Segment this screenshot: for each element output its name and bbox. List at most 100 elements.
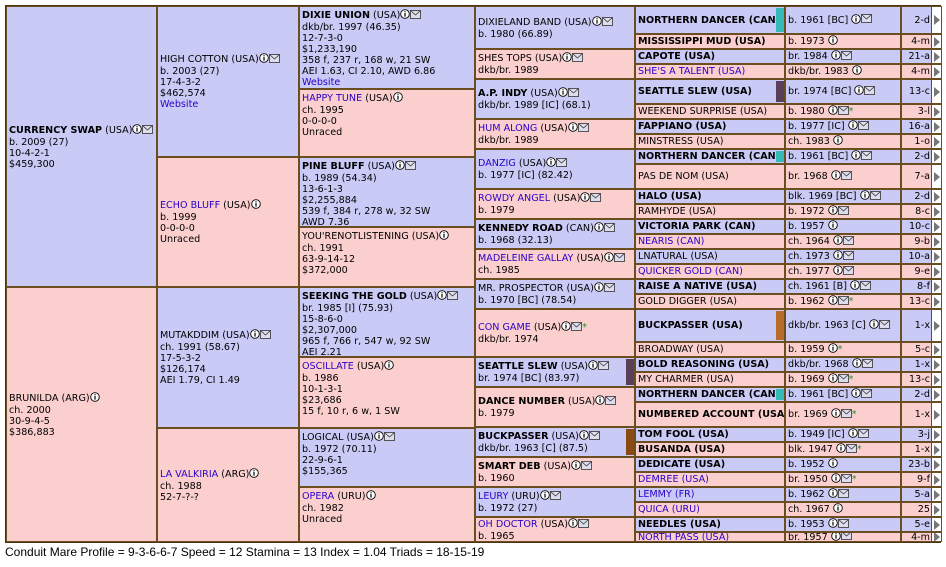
horse-cell[interactable]: GOLD DIGGER (USA) [635,294,785,309]
expand-arrow-icon[interactable] [931,373,941,386]
expand-arrow-icon[interactable] [931,220,941,233]
info-icon[interactable] [827,343,838,356]
info-icon[interactable] [847,120,858,133]
expand-arrow-icon[interactable] [931,428,941,441]
expand-arrow-icon[interactable] [931,80,941,103]
info-icon[interactable] [604,252,614,265]
horse-name[interactable]: MINSTRESS (USA) [638,136,724,147]
horse-name[interactable]: QUICA (URU) [638,504,700,515]
horse-name[interactable]: BUCKPASSER [478,431,549,442]
horse-cell[interactable]: MY CHARMER (USA) [635,372,785,387]
horse-name[interactable]: A.P. INDY [478,88,528,99]
horse-name[interactable]: LEURY [478,491,509,502]
horse-name[interactable]: LOGICAL [302,432,344,443]
info-icon[interactable] [859,190,870,203]
info-icon[interactable] [561,321,571,334]
horse-cell[interactable]: SEATTLE SLEW (USA) [635,79,785,104]
horse-name[interactable]: ROWDY ANGEL [478,193,551,204]
mail-icon[interactable] [837,295,849,308]
info-icon[interactable] [850,280,860,293]
horse-cell[interactable]: BRUNILDA (ARG) ch. 2000 30-9-4-5 $386,883 [6,287,157,542]
info-icon[interactable] [568,518,578,531]
mail-icon[interactable] [837,488,849,501]
mail-icon[interactable] [603,283,615,295]
mail-icon[interactable] [860,280,871,293]
expand-arrow-icon[interactable] [931,105,941,118]
mail-icon[interactable] [405,161,416,173]
mail-icon[interactable] [869,190,881,203]
horse-cell[interactable]: SEEKING THE GOLD (USA) br. 1985 [I] (75.9… [299,287,475,357]
info-icon[interactable] [851,13,862,27]
horse-cell[interactable]: OH DOCTOR (USA) b. 1965 [475,517,635,542]
info-icon[interactable] [827,295,838,308]
info-icon[interactable] [539,490,550,503]
horse-cell[interactable]: NORTHERN DANCER (CAN) [635,387,785,402]
expand-arrow-icon[interactable] [931,295,941,308]
horse-cell[interactable]: BROADWAY (USA) [635,342,785,357]
horse-cell[interactable]: MR. PROSPECTOR (USA) b. 1970 [BC] (78.54) [475,279,635,309]
horse-name[interactable]: NORTHERN DANCER (CAN) [638,389,781,400]
horse-name[interactable]: NORTHERN DANCER (CAN) [638,14,781,26]
mail-icon[interactable] [840,533,852,541]
expand-arrow-icon[interactable] [931,343,941,356]
horse-name[interactable]: HALO (USA) [638,191,702,202]
info-icon[interactable] [591,15,602,29]
mail-icon[interactable] [590,193,602,205]
horse-name[interactable]: SEATTLE SLEW (USA) [638,86,752,97]
horse-cell[interactable]: BUSANDA (USA) [635,442,785,457]
horse-name[interactable]: HAPPY TUNE [302,93,363,104]
mail-icon[interactable] [843,250,854,263]
horse-name[interactable]: CAPOTE (USA) [638,51,715,62]
info-icon[interactable] [827,105,838,118]
horse-name[interactable]: NUMBERED ACCOUNT (USA) [638,409,785,420]
horse-cell[interactable]: HALO (USA) [635,189,785,204]
info-icon[interactable] [594,282,604,295]
mail-icon[interactable] [581,461,592,473]
horse-name[interactable]: KENNEDY ROAD [478,223,563,234]
info-icon[interactable] [249,467,260,481]
horse-name[interactable]: RAISE A NATIVE (USA) [638,281,757,292]
info-icon[interactable] [833,265,843,278]
horse-name[interactable]: NEEDLES (USA) [638,519,721,530]
info-icon[interactable] [833,503,843,516]
expand-arrow-icon[interactable] [931,443,941,456]
horse-cell[interactable]: DEDICATE (USA) [635,457,785,472]
info-icon[interactable] [833,135,843,148]
info-icon[interactable] [830,170,841,183]
horse-cell[interactable]: SHES TOPS (USA) dkb/br. 1989 [475,49,635,79]
expand-arrow-icon[interactable] [931,533,941,541]
mail-icon[interactable] [840,473,852,486]
horse-cell[interactable]: NUMBERED ACCOUNT (USA) [635,402,785,427]
info-icon[interactable] [250,199,261,212]
website-link[interactable]: Website [302,77,341,88]
info-icon[interactable] [827,488,838,501]
horse-cell[interactable]: MINSTRESS (USA) [635,134,785,149]
horse-name[interactable]: QUICKER GOLD (CAN) [638,266,743,277]
mail-icon[interactable] [861,150,873,163]
horse-name[interactable]: DEMREE (USA) [638,474,709,485]
mail-icon[interactable] [837,373,849,386]
horse-cell[interactable]: QUICKER GOLD (CAN) [635,264,785,279]
horse-cell[interactable]: MISSISSIPPI MUD (USA) [635,34,785,49]
horse-name[interactable]: SMART DEB [478,461,541,472]
horse-name[interactable]: NEARIS (CAN) [638,236,705,247]
horse-name[interactable]: ECHO BLUFF [160,200,221,211]
expand-arrow-icon[interactable] [931,35,941,48]
horse-cell[interactable]: BUCKPASSER (USA) dkb/br. 1963 [C] (87.5) [475,427,635,457]
expand-arrow-icon[interactable] [931,65,941,78]
expand-arrow-icon[interactable] [931,403,941,426]
info-icon[interactable] [851,65,862,78]
expand-arrow-icon[interactable] [931,265,941,278]
horse-cell[interactable]: WEEKEND SURPRISE (USA) [635,104,785,119]
mail-icon[interactable] [857,428,869,441]
horse-cell[interactable]: CAPOTE (USA) [635,49,785,64]
mail-icon[interactable] [840,408,852,421]
horse-cell[interactable]: HUM ALONG (USA) dkb/br. 1989 [475,119,635,149]
mail-icon[interactable] [571,322,583,334]
info-icon[interactable] [571,460,581,473]
horse-cell[interactable]: NORTHERN DANCER (CAN) [635,149,785,164]
horse-cell[interactable]: PAS DE NOM (USA) [635,164,785,189]
horse-name[interactable]: OPERA [302,491,335,502]
horse-cell[interactable]: LOGICAL (USA) b. 1972 (70.11) 22-9-6-1 $155… [299,428,475,487]
mail-icon[interactable] [567,88,579,100]
